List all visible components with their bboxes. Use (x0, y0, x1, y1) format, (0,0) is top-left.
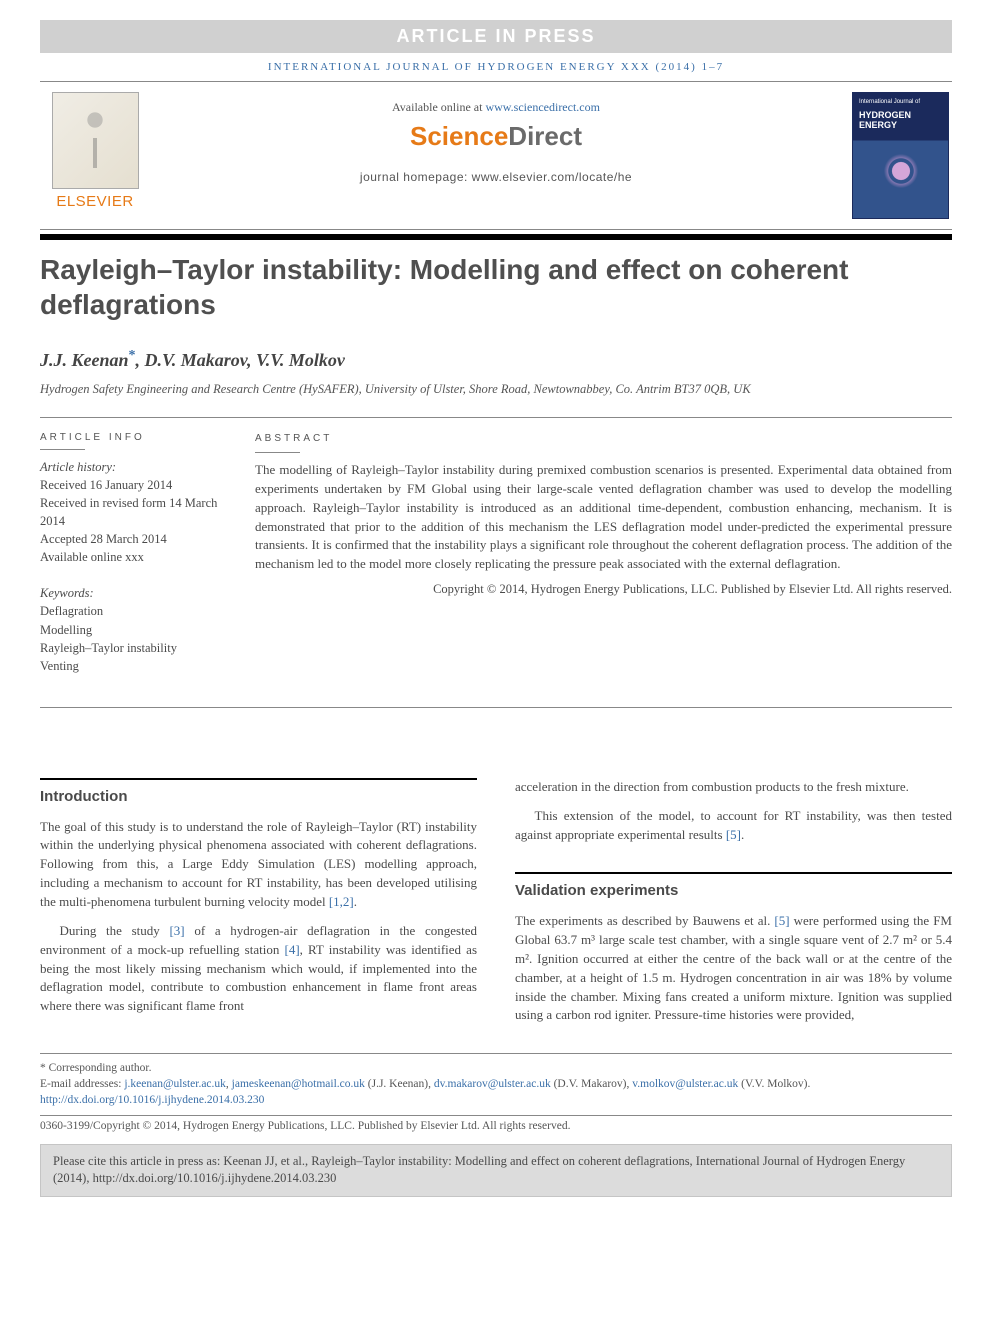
corresponding-author-note: * Corresponding author. (40, 1060, 952, 1076)
section-heading-validation: Validation experiments (515, 872, 952, 902)
sciencedirect-link[interactable]: www.sciencedirect.com (485, 100, 600, 114)
doi-link[interactable]: http://dx.doi.org/10.1016/j.ijhydene.201… (40, 1094, 264, 1106)
history-accepted: Accepted 28 March 2014 (40, 530, 230, 548)
ref-link[interactable]: [4] (284, 942, 299, 957)
keywords-heading: Keywords: (40, 584, 230, 602)
corresponding-star-icon: * (129, 348, 136, 363)
available-online-line: Available online at www.sciencedirect.co… (160, 100, 832, 115)
author-list-rest: , D.V. Makarov, V.V. Molkov (136, 350, 345, 370)
t: During the study (60, 923, 170, 938)
journal-header: INTERNATIONAL JOURNAL OF HYDROGEN ENERGY… (40, 61, 952, 73)
keyword: Rayleigh–Taylor instability (40, 639, 230, 657)
article-in-press-banner: ARTICLE IN PRESS (40, 20, 952, 53)
right-column: acceleration in the direction from combu… (515, 778, 952, 1035)
cite-this-article-box: Please cite this article in press as: Ke… (40, 1144, 952, 1197)
valid-p1: The experiments as described by Bauwens … (515, 912, 952, 1025)
footnotes: * Corresponding author. E-mail addresses… (40, 1053, 952, 1108)
t: (D.V. Makarov), (551, 1078, 633, 1090)
history-received: Received 16 January 2014 (40, 476, 230, 494)
title-rule (40, 234, 952, 240)
abstract-column: ABSTRACT The modelling of Rayleigh–Taylo… (255, 432, 952, 693)
ref-link[interactable]: [1,2] (329, 894, 354, 909)
email-addresses: E-mail addresses: j.keenan@ulster.ac.uk,… (40, 1076, 952, 1092)
cover-graphic-icon (879, 149, 923, 193)
info-abstract-row: ARTICLE INFO Article history: Received 1… (40, 417, 952, 708)
abstract-rule (255, 452, 300, 453)
author-list: J.J. Keenan (40, 350, 129, 370)
keyword: Deflagration (40, 602, 230, 620)
email-link[interactable]: v.molkov@ulster.ac.uk (632, 1078, 738, 1090)
keyword: Venting (40, 657, 230, 675)
available-prefix: Available online at (392, 100, 485, 114)
section-heading-introduction: Introduction (40, 778, 477, 808)
masthead: ELSEVIER Available online at www.science… (40, 81, 952, 230)
t: (J.J. Keenan), (365, 1078, 434, 1090)
cover-title: HYDROGEN ENERGY (859, 111, 911, 131)
t: . (741, 827, 744, 842)
t: The experiments as described by Bauwens … (515, 913, 774, 928)
email-link[interactable]: dv.makarov@ulster.ac.uk (434, 1078, 551, 1090)
sciencedirect-logo: ScienceDirect (160, 121, 832, 152)
elsevier-logo: ELSEVIER (40, 82, 150, 229)
abstract-text: The modelling of Rayleigh–Taylor instabi… (255, 461, 952, 574)
left-column: Introduction The goal of this study is t… (40, 778, 477, 1035)
page: ARTICLE IN PRESS INTERNATIONAL JOURNAL O… (0, 0, 992, 1217)
t: were performed using the FM Global 63.7 … (515, 913, 952, 1022)
article-info-column: ARTICLE INFO Article history: Received 1… (40, 432, 255, 693)
intro-p1: The goal of this study is to understand … (40, 818, 477, 912)
history-online: Available online xxx (40, 548, 230, 566)
email-link[interactable]: j.keenan@ulster.ac.uk (124, 1078, 226, 1090)
emails-label: E-mail addresses: (40, 1078, 124, 1090)
abstract-copyright: Copyright © 2014, Hydrogen Energy Public… (255, 580, 952, 598)
t: (V.V. Molkov). (738, 1078, 810, 1090)
spacer (515, 854, 952, 872)
ref-link[interactable]: [5] (726, 827, 741, 842)
intro-p1-text: The goal of this study is to understand … (40, 819, 477, 909)
email-link[interactable]: jameskeenan@hotmail.co.uk (232, 1078, 365, 1090)
body-columns: Introduction The goal of this study is t… (40, 778, 952, 1035)
keywords-block: Keywords: Deflagration Modelling Rayleig… (40, 584, 230, 675)
affiliation: Hydrogen Safety Engineering and Research… (40, 381, 952, 399)
article-title: Rayleigh–Taylor instability: Modelling a… (40, 252, 952, 322)
history-block: Article history: Received 16 January 201… (40, 458, 230, 567)
article-info-label: ARTICLE INFO (40, 432, 230, 443)
masthead-center: Available online at www.sciencedirect.co… (150, 82, 842, 229)
history-revised: Received in revised form 14 March 2014 (40, 494, 230, 530)
issn-copyright-line: 0360-3199/Copyright © 2014, Hydrogen Ene… (40, 1115, 952, 1132)
intro-p4: This extension of the model, to account … (515, 807, 952, 845)
elsevier-wordmark: ELSEVIER (50, 193, 140, 210)
sd-science: Science (410, 121, 508, 151)
ref-link[interactable]: [3] (169, 923, 184, 938)
info-rule (40, 449, 85, 450)
intro-p3: acceleration in the direction from combu… (515, 778, 952, 797)
abstract-label: ABSTRACT (255, 432, 952, 447)
history-heading: Article history: (40, 458, 230, 476)
keyword: Modelling (40, 621, 230, 639)
elsevier-tree-icon (52, 92, 139, 189)
sd-direct: Direct (508, 121, 582, 151)
cover-image: International Journal of HYDROGEN ENERGY (852, 92, 949, 219)
ref-link[interactable]: [5] (774, 913, 789, 928)
intro-p2: During the study [3] of a hydrogen-air d… (40, 922, 477, 1016)
journal-cover: International Journal of HYDROGEN ENERGY (842, 82, 952, 229)
journal-homepage-line: journal homepage: www.elsevier.com/locat… (160, 170, 832, 184)
cover-supertitle: International Journal of (859, 99, 920, 105)
authors: J.J. Keenan*, D.V. Makarov, V.V. Molkov (40, 348, 952, 371)
